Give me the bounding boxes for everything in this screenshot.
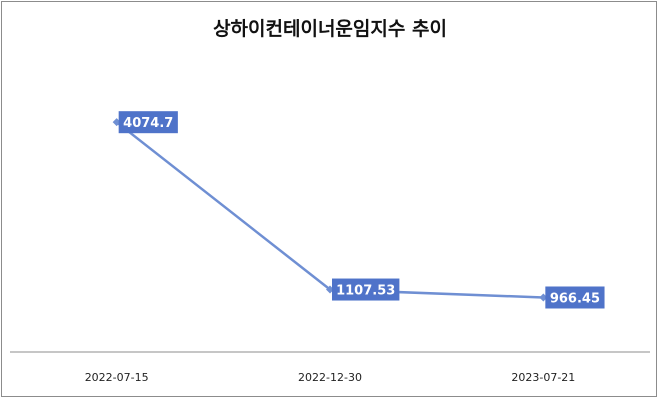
x-tick-label: 2022-07-15: [85, 371, 149, 384]
data-label-box: [545, 286, 605, 309]
series-line: [115, 121, 544, 299]
chart-title: 상하이컨테이너운임지수 추이: [213, 18, 447, 40]
data-label: 4074.7: [123, 116, 173, 131]
x-tick-label: 2022-12-30: [298, 371, 362, 384]
x-tick-label: 2023-07-21: [511, 371, 575, 384]
data-label: 966.45: [550, 291, 600, 306]
data-label: 1107.53: [336, 284, 395, 299]
data-label-box: [332, 278, 400, 301]
data-label-box: [118, 111, 178, 134]
